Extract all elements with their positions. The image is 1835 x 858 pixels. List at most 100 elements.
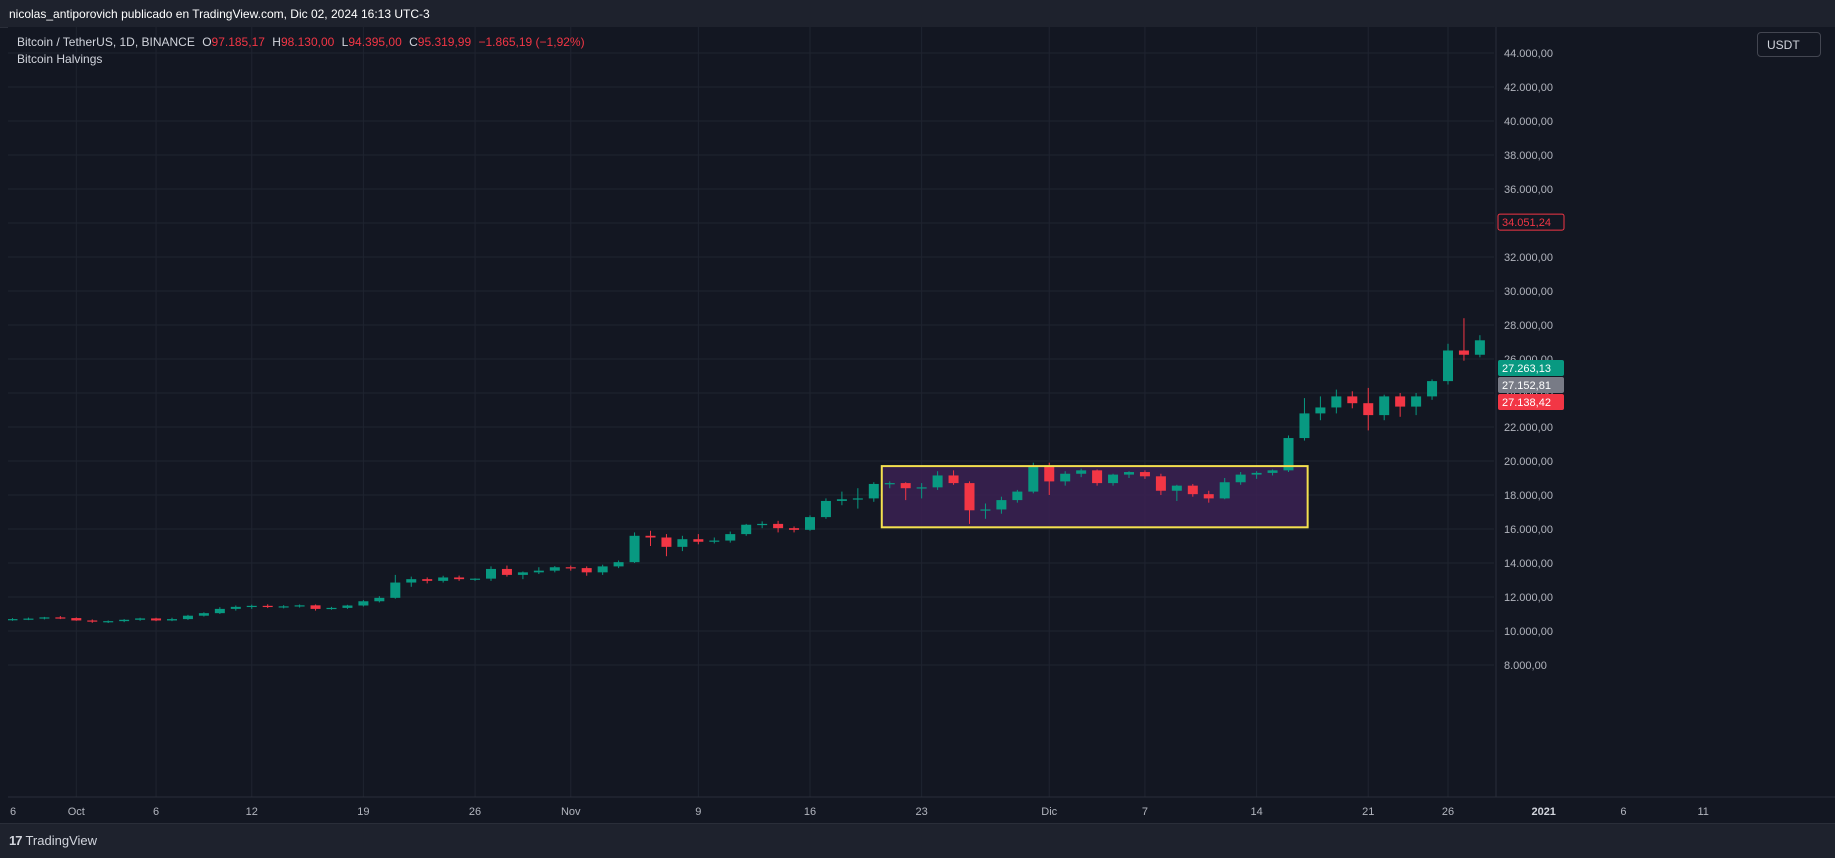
candle-body [1363,403,1374,416]
time-tick-label: 23 [916,806,928,818]
candle [358,600,369,607]
candle-body [916,487,927,489]
candle-body [501,568,512,575]
candle [454,575,465,581]
candle [565,565,576,571]
time-tick-label: 7 [1142,806,1148,818]
time-tick-label: 6 [10,806,16,818]
candle-body [581,568,592,573]
candle [597,564,608,575]
candle-body [1060,473,1071,482]
candle [1474,335,1485,358]
candle-body [852,498,863,500]
candle [87,619,98,623]
candle-body [246,605,257,608]
candle-body [342,605,353,608]
price-tick-label: 40.000,00 [1504,116,1553,128]
candle [948,470,959,485]
candle [262,604,273,609]
indicator-label[interactable]: Bitcoin Halvings [17,52,103,66]
candle [1171,484,1182,501]
candle-body [1203,494,1214,499]
candlestick-chart[interactable]: 8.000,00 10.000,00 12.000,00 14.000,00 16.00… [8,27,1835,823]
candle [836,491,847,506]
high-label: H [272,35,281,49]
candle-body [358,601,369,606]
time-tick-label: 11 [1697,806,1708,818]
candle-body [900,483,911,489]
candle [852,488,863,509]
candle [342,604,353,609]
close-label: C [409,35,418,49]
candle [1076,468,1087,478]
tradingview-logo[interactable]: 17 TradingView [9,833,97,848]
candle [613,560,624,569]
candle [868,482,879,502]
candle-body [23,618,34,620]
candle [198,612,209,617]
candle-body [1139,472,1150,477]
candle [1267,469,1278,476]
candle [406,576,417,587]
candle-body [470,578,481,580]
candle-body [214,608,225,614]
candle [581,566,592,576]
time-tick-label: Dic [1041,806,1057,818]
candle [374,596,385,603]
candle-body [980,509,991,511]
candle-body [326,607,337,610]
candle-body [1171,485,1182,491]
candle-body [87,620,98,622]
time-tick-label: 12 [246,806,258,818]
candle [1012,489,1023,503]
candle [151,617,162,622]
candle [805,515,815,531]
candle-body [230,606,241,609]
footer-bar: 17 TradingView [0,823,1835,858]
candle-body [948,475,959,484]
currency-button[interactable]: USDT [1757,32,1821,57]
candle [438,575,449,583]
candle-body [996,500,1007,510]
price-badge-label: 27.263,13 [1502,363,1551,375]
candle [1251,471,1262,479]
time-tick-label: 21 [1362,806,1374,818]
candle-body [390,582,401,598]
candle-body [1411,396,1422,407]
close-value: 95.319,99 [417,35,472,49]
candle [1395,393,1406,417]
candle-body [438,577,449,581]
candle-body [71,618,82,621]
low-label: L [341,35,349,49]
candle-body [661,537,672,547]
price-tick-label: 22.000,00 [1504,422,1553,434]
price-tick-label: 30.000,00 [1504,286,1553,298]
candle [8,618,18,621]
price-badge: 27.138,42 [1498,394,1564,410]
candle-body [1395,396,1406,407]
candle [725,531,736,543]
candle-body [262,605,273,608]
candle-body [310,605,321,609]
candle [1235,472,1246,485]
candle-body [1219,482,1230,499]
low-value: 94.395,00 [348,35,402,49]
candle [1299,398,1310,441]
candle [23,617,34,621]
candle-body [565,567,576,569]
chart-frame[interactable]: 8.000,00 10.000,00 12.000,00 14.000,00 16.00… [8,27,1835,823]
candle-body [820,500,831,518]
symbol-name[interactable]: Bitcoin / TetherUS, 1D, BINANCE [17,35,195,49]
time-tick-label: Oct [68,806,85,818]
candle [932,471,943,490]
candle [55,616,66,620]
candle [1427,379,1438,400]
candle [422,577,433,584]
candle-body [533,570,544,573]
candle [470,578,481,581]
price-badge-label: 27.138,42 [1502,397,1551,409]
candle-body [1235,474,1246,483]
candle-body [741,524,752,535]
candle [900,482,911,501]
candle [757,521,768,529]
